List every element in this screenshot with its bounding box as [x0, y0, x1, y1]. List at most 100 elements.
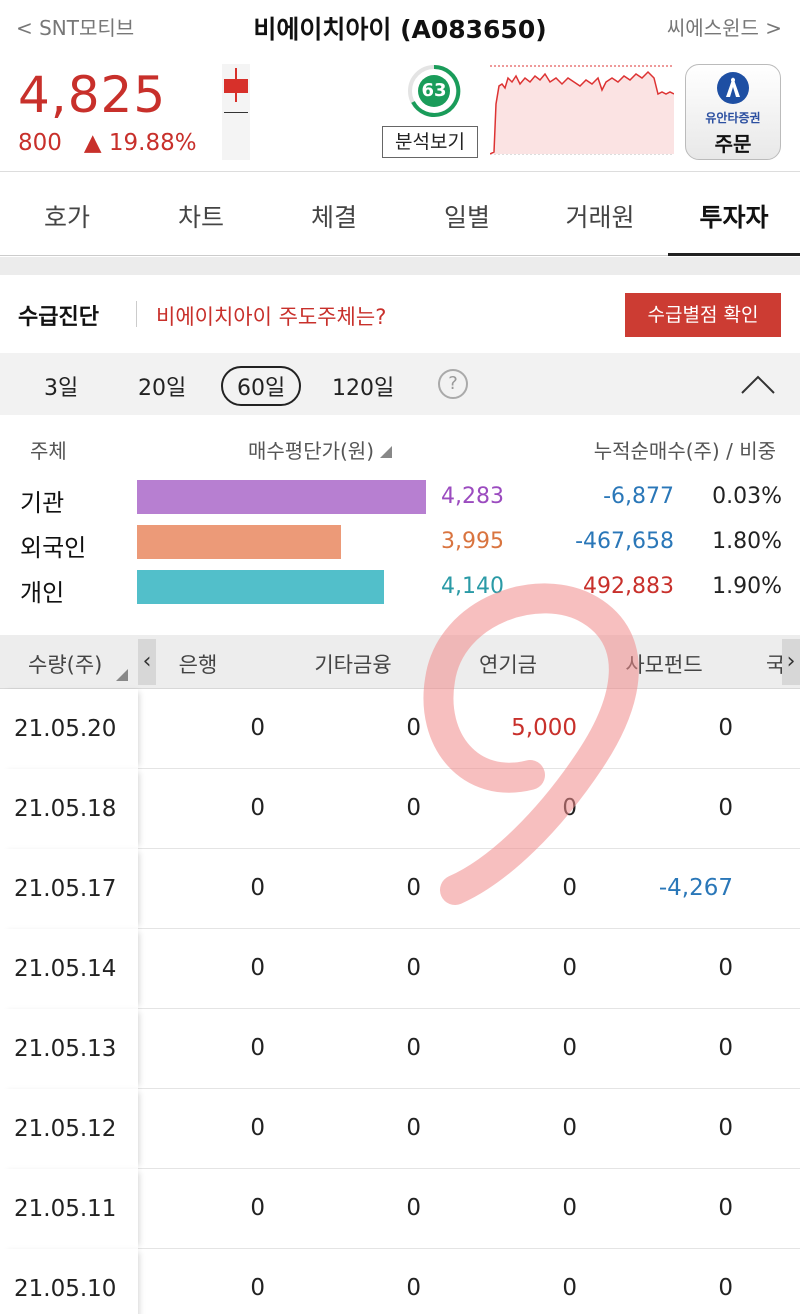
cell-value: 0: [250, 1275, 265, 1301]
cell-value: 0: [250, 875, 265, 901]
period-selector: 3일 20일 60일 120일 ?: [0, 353, 800, 415]
entity-avg-price: 4,140: [441, 574, 504, 599]
cell-value: 0: [406, 875, 421, 901]
table-row: 21.05.14 0 0 0 0: [0, 929, 800, 1009]
cell-value: 0: [718, 715, 733, 741]
entity-row: 외국인 3,995 -467,658 1.80%: [0, 523, 800, 567]
header-subject: 주체: [30, 439, 67, 463]
entity-name: 외국인: [20, 534, 87, 562]
cell-value: 0: [250, 955, 265, 981]
supply-rating-button[interactable]: 수급별점 확인: [625, 293, 781, 337]
cell-value: 0: [250, 1195, 265, 1221]
col-other-finance: 기타금융: [314, 653, 392, 677]
tab-trades[interactable]: 체결: [310, 203, 357, 232]
qty-header[interactable]: 수량(주): [0, 635, 138, 689]
col-private-fund: 사모펀드: [625, 653, 703, 677]
top-nav: < SNT모티브 비에이치아이 (A083650) 씨에스윈드 >: [0, 0, 800, 52]
entity-name: 기관: [20, 489, 65, 517]
yuanta-logo-icon: [717, 72, 749, 104]
cell-value: 0: [718, 955, 733, 981]
next-stock-link[interactable]: 씨에스윈드 >: [666, 16, 782, 40]
change-amount: 800: [18, 130, 62, 156]
cell-value: 0: [562, 955, 577, 981]
cell-value: 0: [562, 1275, 577, 1301]
price-change: 800 ▲ 19.88%: [18, 130, 197, 156]
row-date: 21.05.18: [0, 769, 138, 849]
cell-value: 0: [406, 1275, 421, 1301]
cell-value: 0: [718, 1035, 733, 1061]
tab-orderbook[interactable]: 호가: [43, 203, 90, 232]
cell-value: 0: [718, 1195, 733, 1221]
chevron-up-icon[interactable]: [738, 369, 778, 399]
cell-value: 0: [562, 1035, 577, 1061]
scroll-left-icon[interactable]: ‹: [138, 639, 156, 685]
broker-name: 유안타증권: [705, 111, 761, 125]
tab-brokers[interactable]: 거래원: [565, 203, 635, 232]
tab-daily[interactable]: 일별: [443, 203, 490, 232]
row-date: 21.05.11: [0, 1169, 138, 1249]
detail-tabs: 호가 차트 체결 일별 거래원 투자자: [0, 172, 800, 256]
supply-title: 수급진단: [18, 305, 99, 330]
row-date: 21.05.12: [0, 1089, 138, 1169]
header-net-buy: 누적순매수(주) / 비중: [593, 439, 776, 463]
entity-avg-price: 4,283: [441, 484, 504, 509]
row-date: 21.05.17: [0, 849, 138, 929]
prev-stock-link[interactable]: < SNT모티브: [16, 16, 135, 40]
sort-icon: [116, 669, 128, 681]
intraday-sparkline: [490, 64, 674, 160]
analysis-button[interactable]: 분석보기: [382, 126, 478, 158]
analysis-score: 63: [418, 75, 450, 107]
tab-chart[interactable]: 차트: [177, 203, 224, 232]
cell-value: 0: [250, 1035, 265, 1061]
cell-value: 0: [406, 955, 421, 981]
cell-value: 0: [250, 1115, 265, 1141]
avg-price-bar: [137, 525, 342, 559]
investor-table-header: 수량(주) ‹ 은행 기타금융 연기금 사모펀드 국 ›: [0, 635, 800, 689]
daily-candle-icon: [222, 64, 250, 160]
help-icon[interactable]: ?: [438, 369, 468, 399]
cell-value: 0: [406, 715, 421, 741]
scroll-right-icon[interactable]: ›: [782, 639, 800, 685]
current-price: 4,825: [18, 66, 167, 124]
order-button[interactable]: 유안타증권 주문: [685, 64, 781, 160]
entity-avg-price: 3,995: [441, 529, 504, 554]
supply-diagnosis-header: 수급진단 비에이치아이 주도주체는? 수급별점 확인: [0, 275, 800, 353]
period-120d[interactable]: 120일: [332, 376, 395, 401]
entity-row: 기관 4,283 -6,877 0.03%: [0, 478, 800, 522]
table-row: 21.05.13 0 0 0 0: [0, 1009, 800, 1089]
entity-ratio: 0.03%: [712, 484, 782, 509]
cell-value: 0: [406, 1115, 421, 1141]
cell-value: -4,267: [658, 875, 733, 901]
avg-price-bar: [137, 480, 426, 514]
row-date: 21.05.10: [0, 1249, 138, 1314]
entity-table-header: 주체 매수평단가(원) 누적순매수(주) / 비중: [0, 415, 800, 475]
col-truncated: 국: [766, 653, 786, 677]
period-60d[interactable]: 60일: [221, 366, 302, 406]
divider: [136, 301, 137, 327]
entity-ratio: 1.80%: [712, 529, 782, 554]
entity-ratio: 1.90%: [712, 574, 782, 599]
entity-net-buy: -467,658: [575, 529, 674, 554]
cell-value: 0: [718, 1115, 733, 1141]
cell-value: 0: [562, 875, 577, 901]
table-row: 21.05.20 0 0 5,000 0: [0, 689, 800, 769]
cell-value: 0: [718, 795, 733, 821]
cell-value: 0: [406, 1035, 421, 1061]
tab-investors[interactable]: 투자자: [699, 203, 769, 232]
table-row: 21.05.10 0 0 0 0: [0, 1249, 800, 1314]
leading-entity-link[interactable]: 비에이치아이 주도주체는?: [156, 305, 387, 329]
col-pension: 연기금: [479, 653, 537, 677]
cell-value: 0: [562, 1195, 577, 1221]
table-row: 21.05.12 0 0 0 0: [0, 1089, 800, 1169]
cell-value: 5,000: [511, 715, 577, 741]
table-row: 21.05.17 0 0 0 -4,267: [0, 849, 800, 929]
entity-net-buy: -6,877: [603, 484, 674, 509]
entity-name: 개인: [20, 579, 65, 607]
score-gauge-icon: [408, 64, 461, 117]
row-date: 21.05.20: [0, 689, 138, 769]
period-3d[interactable]: 3일: [44, 376, 79, 401]
period-20d[interactable]: 20일: [138, 376, 187, 401]
cell-value: 0: [250, 715, 265, 741]
header-avg-price[interactable]: 매수평단가(원): [248, 435, 393, 464]
entity-net-buy: 492,883: [583, 574, 674, 599]
